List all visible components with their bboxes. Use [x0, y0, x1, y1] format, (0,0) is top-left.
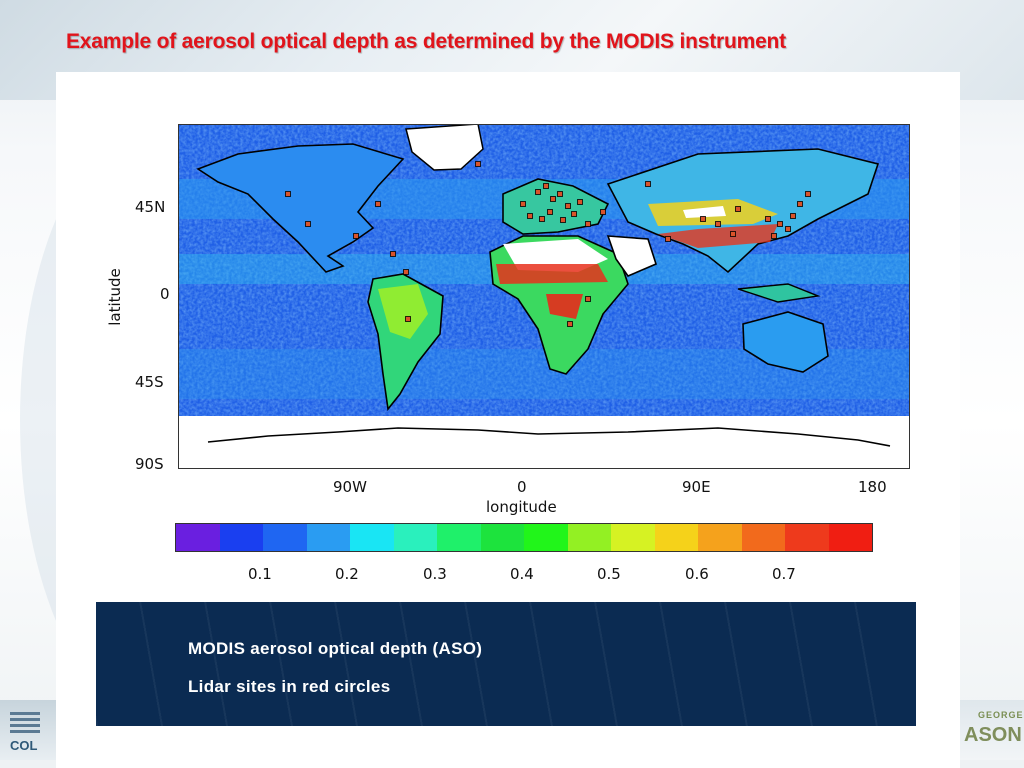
australia	[742, 311, 829, 373]
lidar-site-marker	[735, 206, 741, 212]
central-africa-high-aod	[546, 294, 583, 319]
colorbar-segment	[698, 524, 742, 551]
left-logo: COL	[0, 700, 56, 760]
colorbar-segment	[567, 524, 611, 551]
lidar-site-marker	[565, 203, 571, 209]
lidar-site-marker	[771, 233, 777, 239]
lat-tick-90s: 90S	[135, 455, 164, 473]
amazon-aerosol	[378, 284, 428, 339]
caption-line-aod: MODIS aerosol optical depth (ASO)	[188, 639, 483, 658]
sahara-high-aod	[496, 264, 608, 284]
lidar-site-marker	[785, 226, 791, 232]
lidar-site-marker	[543, 183, 549, 189]
colorbar-tick: 0.6	[685, 565, 709, 583]
colorbar-segment	[350, 524, 394, 551]
colorbar-tick: 0.5	[597, 565, 621, 583]
slide-title: Example of aerosol optical depth as dete…	[66, 30, 786, 53]
colorbar-segment	[263, 524, 307, 551]
antarctica-no-data	[178, 416, 910, 469]
maritime-continent	[737, 283, 821, 303]
lidar-site-marker	[765, 216, 771, 222]
lidar-site-marker	[777, 221, 783, 227]
lidar-site-marker	[539, 216, 545, 222]
lidar-site-marker	[805, 191, 811, 197]
lidar-site-marker	[571, 211, 577, 217]
caption-box: MODIS aerosol optical depth (ASO) Lidar …	[96, 602, 916, 726]
lidar-site-marker	[405, 316, 411, 322]
caption-line-lidar: Lidar sites in red circles	[188, 677, 391, 696]
lidar-site-marker	[797, 201, 803, 207]
lidar-site-marker	[353, 233, 359, 239]
colorbar-segment	[785, 524, 829, 551]
colorbar-segment	[741, 524, 785, 551]
colorbar-segment	[611, 524, 655, 551]
left-logo-text: COL	[10, 738, 38, 753]
lidar-site-marker	[305, 221, 311, 227]
aerosol-map	[178, 124, 910, 469]
lidar-site-marker	[520, 201, 526, 207]
wave-logo-icon	[10, 712, 40, 734]
colorbar-tick: 0.3	[423, 565, 447, 583]
colorbar-segment	[437, 524, 481, 551]
colorbar-tick: 0.2	[335, 565, 359, 583]
lidar-site-marker	[790, 213, 796, 219]
lidar-site-marker	[560, 217, 566, 223]
lon-tick-90w: 90W	[333, 478, 367, 496]
lidar-site-marker	[645, 181, 651, 187]
map-frame	[178, 124, 910, 469]
lidar-site-marker	[700, 216, 706, 222]
lidar-site-marker	[715, 221, 721, 227]
greenland-no-data	[405, 124, 484, 171]
colorbar-segment	[393, 524, 437, 551]
lon-tick-180: 180	[858, 478, 887, 496]
lidar-site-marker	[550, 196, 556, 202]
lidar-site-marker	[585, 296, 591, 302]
colorbar	[175, 523, 873, 552]
colorbar-tick: 0.4	[510, 565, 534, 583]
colorbar-segment	[219, 524, 263, 551]
lidar-site-marker	[600, 209, 606, 215]
colorbar-segment	[176, 524, 220, 551]
colorbar-segment	[306, 524, 350, 551]
asia-desert-no-data	[683, 206, 726, 218]
lidar-site-marker	[535, 189, 541, 195]
lidar-site-marker	[730, 231, 736, 237]
arabia	[606, 235, 657, 277]
y-axis-label: latitude	[106, 268, 124, 326]
right-logo: GEORGE ASON	[960, 700, 1024, 760]
lidar-site-marker	[475, 161, 481, 167]
lon-tick-0: 0	[517, 478, 527, 496]
colorbar-segment	[654, 524, 698, 551]
x-axis-label: longitude	[486, 498, 557, 516]
colorbar-segment	[828, 524, 872, 551]
lidar-sites	[285, 161, 811, 327]
colorbar-segment	[524, 524, 568, 551]
lidar-site-marker	[390, 251, 396, 257]
lat-tick-0: 0	[160, 285, 170, 303]
lidar-site-marker	[375, 201, 381, 207]
lidar-site-marker	[403, 269, 409, 275]
north-america	[196, 143, 405, 273]
lat-tick-45n: 45N	[135, 198, 166, 216]
right-logo-big-text: ASON	[964, 724, 1022, 746]
lidar-site-marker	[585, 221, 591, 227]
india-east-china-high-aod	[658, 224, 778, 248]
colorbar-segment	[480, 524, 524, 551]
aerosol-map-svg	[178, 124, 910, 469]
lon-tick-90e: 90E	[682, 478, 711, 496]
lat-tick-45s: 45S	[135, 373, 164, 391]
colorbar-tick: 0.1	[248, 565, 272, 583]
lidar-site-marker	[557, 191, 563, 197]
lidar-site-marker	[567, 321, 573, 327]
lidar-site-marker	[527, 213, 533, 219]
lidar-site-marker	[547, 209, 553, 215]
europe	[502, 178, 610, 235]
lidar-site-marker	[665, 236, 671, 242]
colorbar-tick: 0.7	[772, 565, 796, 583]
lidar-site-marker	[285, 191, 291, 197]
sahara-no-data	[503, 239, 608, 272]
lidar-site-marker	[577, 199, 583, 205]
antarctica-coast	[207, 427, 891, 447]
right-logo-small-text: GEORGE	[978, 710, 1024, 720]
